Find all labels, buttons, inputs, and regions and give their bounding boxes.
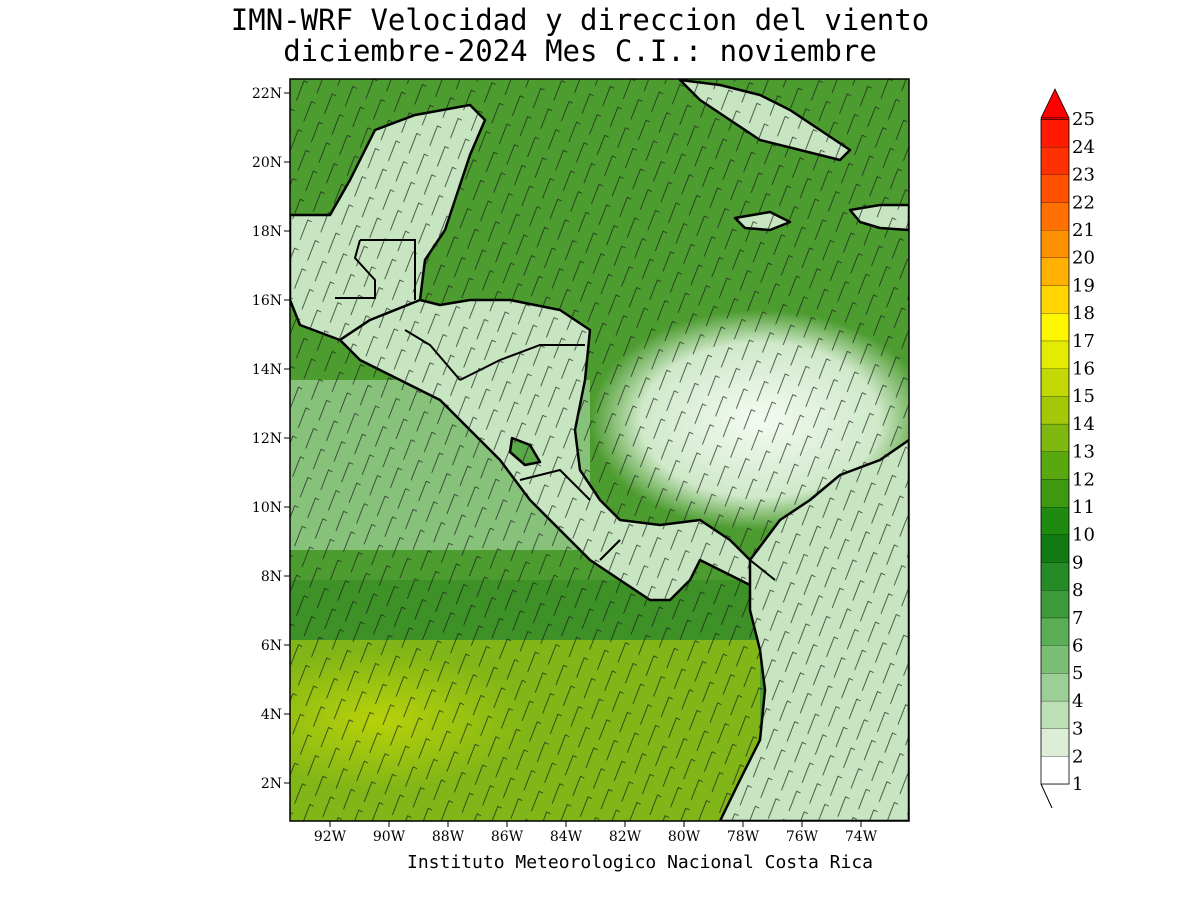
colorbar-label: 5 bbox=[1072, 663, 1083, 684]
colorbar-label: 18 bbox=[1072, 303, 1095, 324]
lat-tick-label: 10N bbox=[252, 500, 282, 516]
colorbar-swatch bbox=[1041, 756, 1069, 784]
lat-tick-label: 6N bbox=[261, 638, 282, 654]
colorbar-label: 13 bbox=[1072, 442, 1095, 463]
colorbar-label: 23 bbox=[1072, 165, 1095, 186]
colorbar-swatch bbox=[1041, 617, 1069, 646]
colorbar-swatch bbox=[1041, 396, 1069, 424]
lon-tick-label: 90W bbox=[373, 829, 406, 845]
lat-tick-label: 16N bbox=[252, 293, 282, 309]
colorbar-label: 25 bbox=[1072, 109, 1095, 130]
colorbar-swatch bbox=[1041, 118, 1069, 120]
lon-tick-label: 82W bbox=[609, 829, 642, 845]
colorbar-swatch bbox=[1041, 507, 1069, 535]
colorbar-swatch bbox=[1041, 202, 1069, 230]
colorbar-label: 10 bbox=[1072, 525, 1095, 546]
colorbar: 1234567891011121314151617181920212223242… bbox=[1040, 88, 1095, 809]
colorbar-label: 16 bbox=[1072, 359, 1095, 380]
lat-tick-label: 18N bbox=[252, 224, 282, 240]
colorbar-underflow-end bbox=[1040, 783, 1053, 809]
lon-tick-label: 80W bbox=[668, 829, 701, 845]
colorbar-swatch bbox=[1041, 146, 1069, 175]
colorbar-label: 22 bbox=[1072, 192, 1095, 213]
lat-tick-label: 14N bbox=[252, 362, 282, 378]
map-field bbox=[290, 79, 909, 821]
colorbar-swatch bbox=[1041, 673, 1069, 701]
colorbar-label: 19 bbox=[1072, 275, 1095, 296]
colorbar-swatch bbox=[1041, 479, 1069, 507]
lon-tick-label: 78W bbox=[727, 829, 760, 845]
lon-tick-label: 86W bbox=[491, 829, 524, 845]
colorbar-swatch bbox=[1041, 257, 1069, 286]
lon-tick-label: 84W bbox=[550, 829, 583, 845]
colorbar-swatch bbox=[1041, 230, 1069, 258]
colorbar-label: 15 bbox=[1072, 386, 1095, 407]
colorbar-frame bbox=[1040, 118, 1070, 785]
colorbar-label: 6 bbox=[1072, 636, 1083, 657]
lon-tick-label: 88W bbox=[432, 829, 465, 845]
colorbar-swatch bbox=[1041, 340, 1069, 369]
latitude-axis: 22N 20N 18N 16N 14N 12N 10N 8N 6N 4N 2N bbox=[252, 86, 290, 792]
map-frame bbox=[289, 78, 910, 822]
colorbar-label: 21 bbox=[1072, 220, 1095, 241]
colorbar-label: 14 bbox=[1072, 414, 1095, 435]
colorbar-label: 9 bbox=[1072, 552, 1083, 573]
colorbar-label: 20 bbox=[1072, 248, 1095, 269]
colorbar-label: 2 bbox=[1072, 746, 1083, 767]
credit-text: Instituto Meteorologico Nacional Costa R… bbox=[407, 852, 873, 873]
colorbar-swatch bbox=[1041, 534, 1069, 563]
longitude-axis: 92W 90W 88W 86W 84W 82W 80W 78W 76W 74W bbox=[314, 821, 878, 845]
colorbar-label: 1 bbox=[1072, 774, 1083, 795]
lon-tick-label: 76W bbox=[786, 829, 819, 845]
lon-tick-label: 92W bbox=[314, 829, 347, 845]
colorbar-swatch bbox=[1041, 174, 1069, 203]
colorbar-swatch bbox=[1041, 423, 1069, 452]
colorbar-label: 8 bbox=[1072, 580, 1083, 601]
lat-tick-label: 20N bbox=[252, 155, 282, 171]
colorbar-swatch bbox=[1041, 368, 1069, 397]
colorbar-label: 17 bbox=[1072, 331, 1095, 352]
colorbar-label: 11 bbox=[1072, 497, 1095, 518]
colorbar-label: 7 bbox=[1072, 608, 1083, 629]
lat-tick-label: 8N bbox=[261, 569, 282, 585]
colorbar-label: 4 bbox=[1072, 691, 1083, 712]
colorbar-label: 3 bbox=[1072, 719, 1083, 740]
colorbar-label: 24 bbox=[1072, 137, 1095, 158]
map-title-line-1: IMN-WRF Velocidad y direccion del viento bbox=[230, 3, 930, 37]
lat-tick-label: 12N bbox=[252, 431, 282, 447]
colorbar-label: 12 bbox=[1072, 469, 1095, 490]
colorbar-swatch bbox=[1041, 313, 1069, 341]
colorbar-swatch bbox=[1041, 119, 1069, 147]
lat-tick-label: 2N bbox=[261, 776, 282, 792]
lat-tick-label: 4N bbox=[261, 707, 282, 723]
colorbar-swatch bbox=[1041, 562, 1069, 591]
lon-tick-label: 74W bbox=[845, 829, 878, 845]
colorbar-swatch bbox=[1041, 645, 1069, 674]
colorbar-swatch bbox=[1041, 451, 1069, 480]
colorbar-swatch bbox=[1041, 700, 1069, 729]
colorbar-swatch bbox=[1041, 590, 1069, 618]
wind-barbs bbox=[290, 79, 909, 821]
colorbar-overflow-arrow bbox=[1040, 88, 1070, 119]
lat-tick-label: 22N bbox=[252, 86, 282, 102]
map-title-line-2: diciembre-2024 Mes C.I.: noviembre bbox=[283, 34, 877, 68]
colorbar-swatch bbox=[1041, 285, 1069, 314]
colorbar-swatch bbox=[1041, 728, 1069, 757]
